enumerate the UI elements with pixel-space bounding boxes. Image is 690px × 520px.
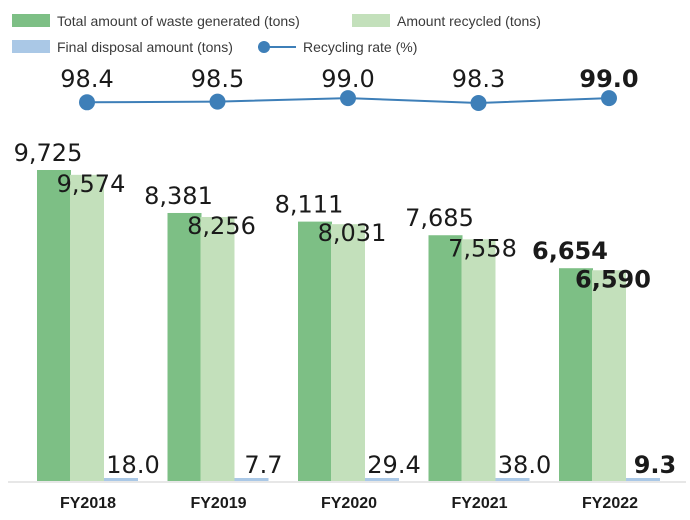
data-label-amount-recycled-tons: 8,256 — [187, 212, 256, 240]
rate-point-fy2022 — [601, 90, 617, 107]
data-label-amount-recycled-tons: 8,031 — [318, 219, 387, 247]
bar-amount-recycled-tons — [331, 224, 365, 481]
bar-amount-recycled-tons — [461, 239, 496, 481]
bar-total-amount-of-waste-generated-tons — [428, 235, 463, 481]
legend-swatch — [352, 14, 390, 27]
legend-label: Total amount of waste generated (tons) — [57, 13, 300, 29]
data-label-final-disposal-amount-tons: 38.0 — [498, 451, 551, 479]
data-label-amount-recycled-tons: 6,590 — [575, 265, 651, 293]
bar-final-disposal-amount-tons — [626, 478, 660, 481]
rate-label-fy2019: 98.5 — [191, 65, 244, 93]
x-axis-ticks: FY2018 FY2019 FY2020 FY2021 FY2022 — [60, 495, 638, 512]
bar-final-disposal-amount-tons — [495, 478, 530, 481]
bar-amount-recycled-tons — [70, 174, 104, 481]
rate-label-fy2018: 98.4 — [60, 65, 113, 93]
bar-total-amount-of-waste-generated-tons — [298, 221, 332, 481]
rate-point-fy2020 — [340, 90, 356, 107]
legend-label: Amount recycled (tons) — [397, 13, 541, 29]
data-label-final-disposal-amount-tons: 18.0 — [106, 451, 159, 479]
legend-item-total-amount-of-waste-generated-tons: Total amount of waste generated (tons) — [12, 13, 300, 29]
bar-amount-recycled-tons — [200, 216, 235, 481]
rate-label-fy2020: 99.0 — [321, 65, 374, 93]
legend-item-amount-recycled-tons: Amount recycled (tons) — [352, 13, 541, 29]
data-label-total-amount-of-waste-generated-tons: 9,725 — [14, 139, 83, 167]
legend-item-final-disposal-amount-tons: Final disposal amount (tons) — [12, 39, 233, 55]
legend: Total amount of waste generated (tons) Am… — [12, 13, 541, 55]
bar-group-fy2018: 9,725 9,574 18.0 — [14, 139, 160, 481]
rate-label-fy2022: 99.0 — [579, 65, 638, 93]
data-label-total-amount-of-waste-generated-tons: 8,381 — [144, 182, 213, 210]
bar-total-amount-of-waste-generated-tons — [559, 268, 593, 481]
data-label-amount-recycled-tons: 9,574 — [57, 170, 126, 198]
x-tick-fy2020: FY2020 — [321, 495, 377, 512]
bar-total-amount-of-waste-generated-tons — [167, 212, 202, 482]
rate-label-fy2021: 98.3 — [452, 65, 505, 93]
rate-point-fy2021 — [470, 95, 487, 111]
data-label-final-disposal-amount-tons: 7.7 — [244, 451, 282, 479]
x-tick-fy2021: FY2021 — [451, 495, 507, 512]
legend-label: Recycling rate (%) — [303, 39, 417, 55]
legend-swatch — [12, 14, 50, 27]
legend-label: Final disposal amount (tons) — [57, 39, 233, 55]
data-label-total-amount-of-waste-generated-tons: 8,111 — [275, 191, 344, 219]
data-label-total-amount-of-waste-generated-tons: 7,685 — [405, 204, 474, 232]
x-tick-fy2018: FY2018 — [60, 495, 116, 512]
recycling-rate-line: 98.4 98.5 99.0 98.3 99.0 — [60, 65, 639, 111]
legend-marker-swatch — [258, 41, 270, 53]
bar-final-disposal-amount-tons — [104, 478, 138, 481]
bar-total-amount-of-waste-generated-tons — [37, 170, 71, 481]
bar-final-disposal-amount-tons — [234, 478, 269, 481]
rate-point-fy2018 — [79, 94, 95, 111]
rate-point-fy2019 — [209, 93, 226, 110]
bar-final-disposal-amount-tons — [365, 478, 399, 481]
legend-swatch — [12, 40, 50, 53]
legend-item-recycling-rate: Recycling rate (%) — [258, 39, 417, 55]
x-tick-fy2019: FY2019 — [190, 495, 246, 512]
data-label-final-disposal-amount-tons: 29.4 — [367, 451, 420, 479]
data-label-final-disposal-amount-tons: 9.3 — [634, 451, 677, 479]
data-label-total-amount-of-waste-generated-tons: 6,654 — [532, 237, 608, 265]
x-tick-fy2022: FY2022 — [582, 495, 638, 512]
bar-amount-recycled-tons — [592, 270, 626, 481]
data-label-amount-recycled-tons: 7,558 — [448, 234, 517, 262]
